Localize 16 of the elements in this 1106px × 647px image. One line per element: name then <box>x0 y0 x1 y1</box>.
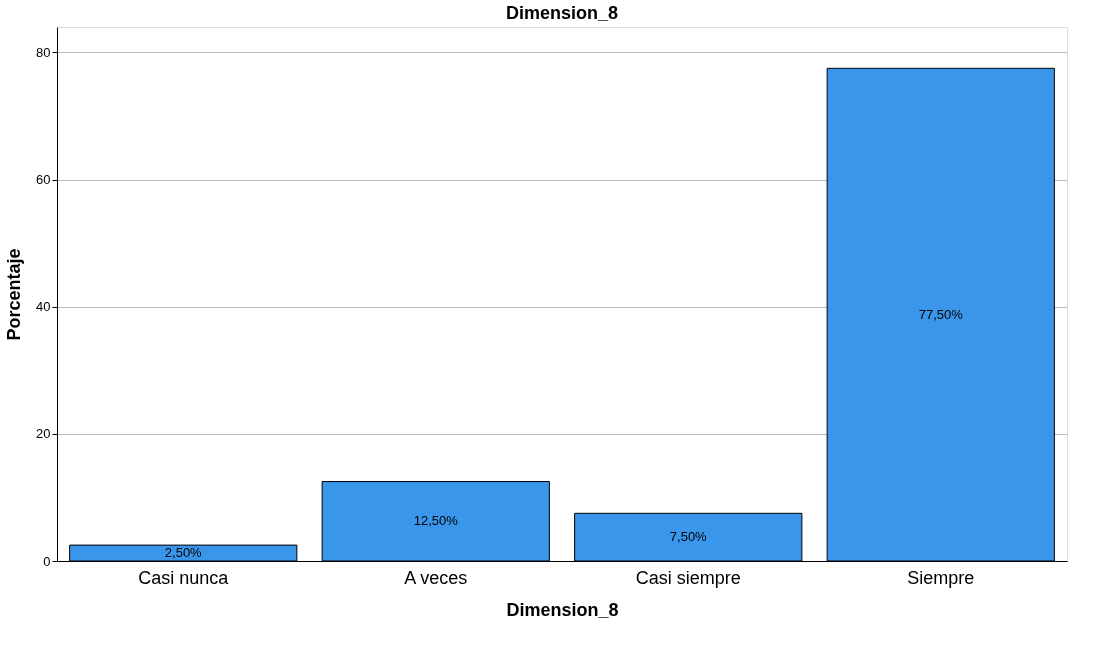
x-tick-label: Casi nunca <box>138 567 230 588</box>
x-tick-label: Casi siempre <box>635 567 741 588</box>
y-tick-label: 20 <box>36 426 51 442</box>
y-tick-label: 40 <box>36 299 51 315</box>
x-axis-title: Dimension_8 <box>506 599 619 620</box>
data-label: 7,50% <box>669 529 708 545</box>
y-tick-label: 0 <box>43 553 51 569</box>
data-label: 12,50% <box>413 513 459 529</box>
y-tick-label: 80 <box>36 44 51 60</box>
y-axis-title: Porcentaje <box>4 248 25 341</box>
chart-title: Dimension_8 <box>505 3 619 23</box>
x-tick-label: A veces <box>404 567 468 588</box>
data-label: 2,50% <box>164 545 203 561</box>
data-label: 77,50% <box>918 306 964 322</box>
y-tick-label: 60 <box>36 172 51 188</box>
x-tick-label: Siempre <box>907 567 975 588</box>
